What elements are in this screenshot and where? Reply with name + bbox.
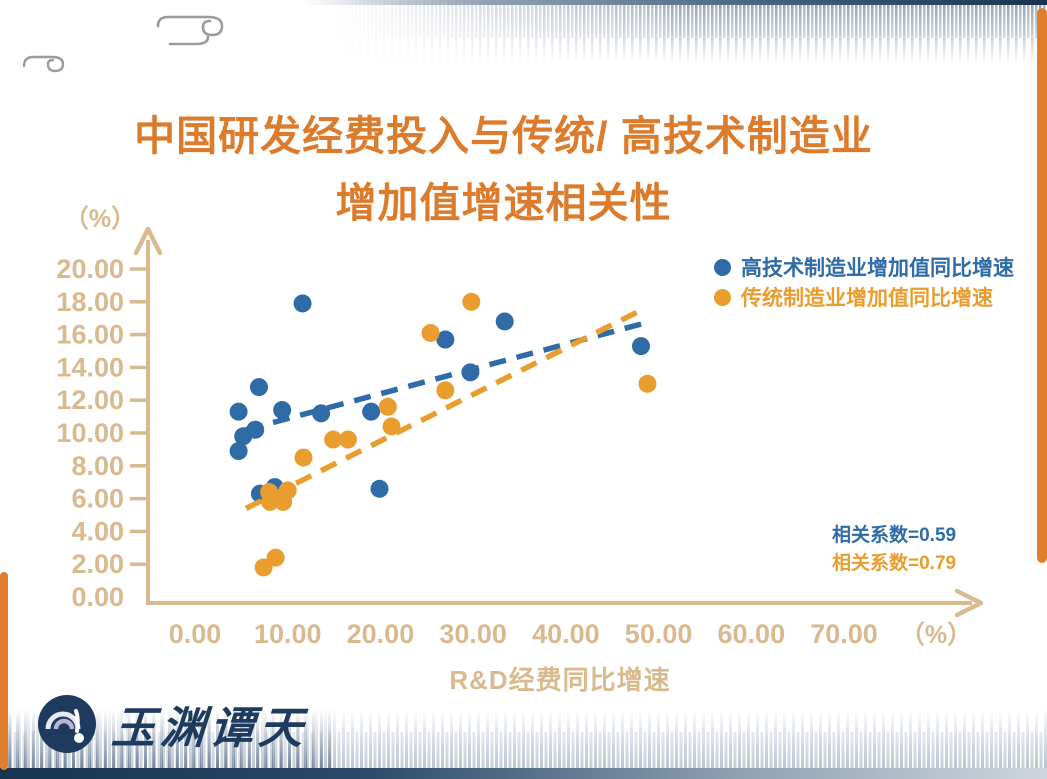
legend-label-hightech: 高技术制造业增加值同比增速 — [741, 257, 1014, 280]
scatter-point-traditional — [338, 430, 357, 449]
scatter-point-traditional — [274, 492, 293, 511]
scatter-point-traditional — [266, 548, 285, 567]
scatter-point-hightech — [312, 404, 331, 423]
logo: 玉渊谭天 — [36, 692, 310, 756]
y-tick-label: 18.00 — [56, 287, 124, 317]
chart-legend: 高技术制造业增加值同比增速 传统制造业增加值同比增速 — [714, 252, 1014, 312]
scatter-point-traditional — [261, 492, 280, 511]
legend-dot-traditional-icon — [714, 288, 731, 306]
x-axis-unit: （%） — [900, 620, 972, 649]
scatter-point-hightech — [370, 479, 389, 498]
x-tick-label: 60.00 — [718, 619, 786, 649]
x-tick-label: 70.00 — [810, 619, 878, 649]
trend-line-traditional — [244, 309, 640, 511]
legend-row-hightech: 高技术制造业增加值同比增速 — [714, 252, 1014, 282]
scatter-point-hightech — [249, 378, 268, 397]
legend-row-traditional: 传统制造业增加值同比增速 — [714, 282, 1014, 312]
y-tick-label: 8.00 — [71, 451, 124, 481]
legend-dot-hightech-icon — [714, 258, 731, 276]
bottom-bars-fade — [0, 706, 1047, 768]
bottom-edge-strip — [0, 768, 1047, 779]
scatter-point-traditional — [462, 292, 481, 311]
logo-icon — [38, 695, 96, 753]
scatter-point-hightech — [436, 330, 455, 349]
y-tick-label: 2.00 — [71, 549, 124, 579]
y-axis-arrow-icon — [133, 226, 163, 256]
scatter-point-traditional — [254, 558, 273, 577]
y-tick-label: 6.00 — [71, 484, 124, 514]
x-axis-title: R&D经费同比增速 — [449, 665, 671, 695]
scatter-point-traditional — [638, 374, 657, 393]
y-tick-label: 16.00 — [56, 320, 124, 350]
scatter-point-traditional — [294, 448, 313, 467]
y-tick-label: 0.00 — [71, 582, 124, 612]
cloud-decoration-icon — [156, 15, 224, 46]
scatter-point-hightech — [362, 402, 381, 421]
y-tick-label: 12.00 — [56, 385, 124, 415]
title-line-2: 增加值增速相关性 — [335, 179, 672, 226]
scatter-point-hightech — [229, 402, 248, 421]
scatter-point-hightech — [293, 294, 312, 313]
scatter-point-hightech — [495, 312, 514, 331]
x-tick-label: 30.00 — [439, 619, 507, 649]
scatter-point-traditional — [378, 397, 397, 416]
y-tick-label: 20.00 — [56, 254, 124, 284]
right-orange-strip — [1037, 8, 1047, 563]
x-tick-label: 0.00 — [169, 619, 222, 649]
correlation-label-hightech: 相关系数=0.59 — [832, 525, 957, 546]
top-edge-strip — [300, 0, 1047, 5]
x-axis-arrow-icon — [954, 588, 984, 618]
scatter-point-hightech — [273, 401, 292, 420]
y-tick-label: 10.00 — [56, 418, 124, 448]
scatter-point-traditional — [324, 430, 343, 449]
scatter-point-traditional — [436, 381, 455, 400]
y-tick-label: 4.00 — [71, 516, 124, 546]
logo-text: 玉渊谭天 — [109, 703, 310, 754]
scatter-point-hightech — [229, 442, 248, 461]
page-title: 中国研发经费投入与传统/ 高技术制造业 增加值增速相关性 — [0, 103, 1007, 236]
left-orange-strip — [0, 572, 8, 770]
x-tick-label: 10.00 — [254, 619, 322, 649]
y-tick-label: 14.00 — [56, 352, 124, 382]
top-bars-fade-left — [335, 0, 665, 70]
y-axis-unit: （%） — [64, 204, 136, 233]
x-tick-label: 50.00 — [625, 619, 693, 649]
x-tick-label: 20.00 — [347, 619, 415, 649]
correlation-label-traditional: 相关系数=0.79 — [832, 553, 957, 574]
legend-label-traditional: 传统制造业增加值同比增速 — [741, 287, 993, 310]
cloud-decoration-small-icon — [22, 55, 65, 73]
title-line-1: 中国研发经费投入与传统/ 高技术制造业 — [134, 113, 873, 160]
scatter-point-traditional — [421, 323, 440, 342]
x-tick-label: 40.00 — [532, 619, 600, 649]
scatter-point-hightech — [631, 337, 650, 356]
